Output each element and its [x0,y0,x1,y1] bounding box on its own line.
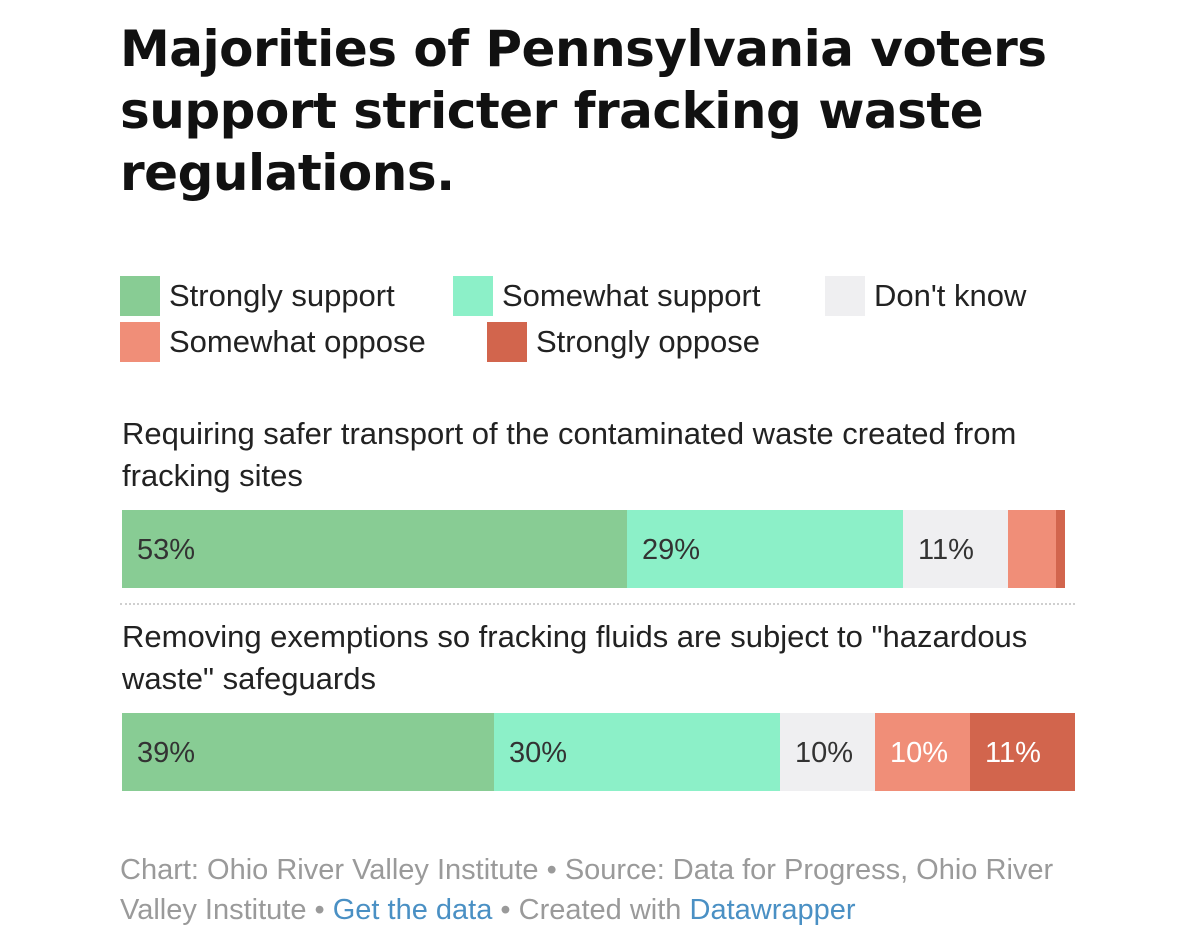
legend-item-dont-know: Don't know [825,276,1026,316]
stacked-bar-1: 53% 29% 11% [122,510,1075,588]
bar-segment-don-t-know-row-1 [903,510,1008,588]
legend-label-somewhat-oppose: Somewhat oppose [169,324,426,359]
bar-segment-somewhat-support-row-1 [627,510,903,588]
data-label-don-t-know-row-2: 10% [795,737,854,769]
bar-segment-somewhat-oppose-row-2 [875,713,970,791]
legend-swatch-strongly-support [120,276,160,316]
data-label-strongly-support-row-2: 39% [137,737,196,769]
row-label-2: Removing exemptions so fracking fluids a… [122,619,1028,696]
data-label-strongly-support-row-1: 53% [137,534,196,566]
data-label-somewhat-support-row-1: 29% [642,534,701,566]
legend-item-strongly-support: Strongly support [120,276,395,316]
get-the-data-link[interactable]: Get the data [332,894,493,926]
legend-swatch-somewhat-support [453,276,493,316]
data-label-don-t-know-row-1: 11% [918,534,974,566]
bar-segment-strongly-oppose-row-1 [1056,510,1065,588]
data-label-somewhat-support-row-2: 30% [509,737,568,769]
footer-chart-credit: Chart: Ohio River Valley Institute [120,854,539,886]
footer-separator-1: • [538,854,565,886]
chart-container: Majorities of Pennsylvania voters suppor… [120,18,1080,926]
bar-segment-somewhat-support-row-2 [494,713,780,791]
legend-item-strongly-oppose: Strongly oppose [487,322,760,362]
legend-swatch-somewhat-oppose [120,322,160,362]
chart-title: Majorities of Pennsylvania voters suppor… [120,20,1047,202]
legend-label-strongly-oppose: Strongly oppose [536,324,761,359]
bar-segment-strongly-oppose-row-2 [970,713,1075,791]
chart-row-1: Requiring safer transport of the contami… [120,413,1080,588]
row-label-1: Requiring safer transport of the contami… [122,416,1017,493]
legend-swatch-dont-know [825,276,865,316]
bar-segment-don-t-know-row-2 [780,713,875,791]
data-label-strongly-oppose-row-2: 11% [985,737,1041,769]
footer-separator-3: • [492,894,519,926]
bar-segment-somewhat-oppose-row-1 [1008,510,1056,588]
datawrapper-link[interactable]: Datawrapper [689,894,856,926]
legend-swatch-strongly-oppose [487,322,527,362]
chart-footer: Chart: Ohio River Valley Institute • Sou… [120,850,1080,930]
data-label-somewhat-oppose-row-2: 10% [890,737,949,769]
footer-created-with: Created with [518,894,690,926]
footer-separator-2: • [306,894,333,926]
bar-segment-strongly-support-row-1 [122,510,627,588]
bar-segment-strongly-support-row-2 [122,713,494,791]
legend-item-somewhat-support: Somewhat support [453,276,760,316]
chart-row-2: Removing exemptions so fracking fluids a… [120,616,1080,791]
legend-label-strongly-support: Strongly support [169,278,395,313]
legend-item-somewhat-oppose: Somewhat oppose [120,322,426,362]
legend-label-dont-know: Don't know [874,278,1027,313]
stacked-bar-2: 39% 30% 10% 10% 11% [122,713,1075,791]
legend-label-somewhat-support: Somewhat support [502,278,761,313]
row-divider [120,603,1075,605]
footer-source: Source: Data for Progress, Ohio River Va… [120,854,1054,926]
